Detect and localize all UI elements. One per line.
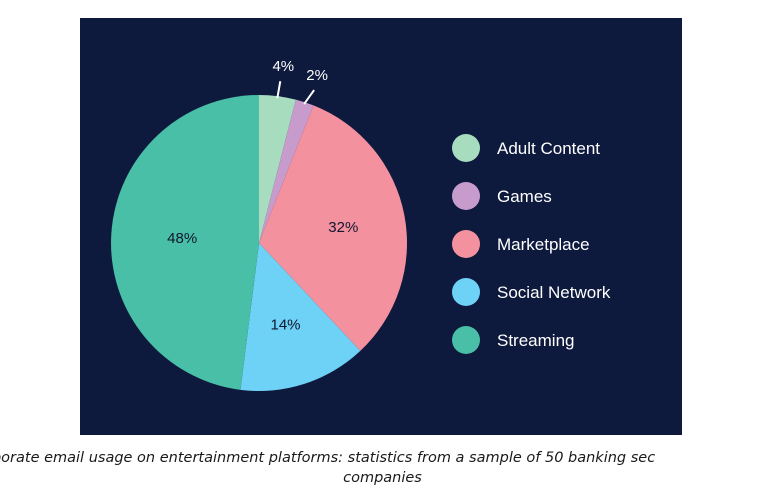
legend-swatch-streaming [452, 326, 480, 354]
leader-line-games [303, 89, 315, 105]
legend-item-marketplace: Marketplace [452, 230, 590, 258]
legend-swatch-marketplace [452, 230, 480, 258]
legend-label-streaming: Streaming [497, 331, 574, 350]
data-label-adult-content: 4% [272, 58, 294, 75]
slices-layer [111, 95, 408, 391]
chart-panel: 4% 2% 32% 14% 48% Adult Content Games Marketpl… [80, 18, 682, 435]
data-label-streaming: 48% [167, 230, 197, 247]
legend-swatch-games [452, 182, 480, 210]
pie-slice-adult-content [259, 95, 296, 243]
pie-chart: 4% 2% 32% 14% 48% Adult Content Games Marketpl… [111, 58, 611, 391]
legend-swatch-adult-content [452, 134, 480, 162]
legend-item-streaming: Streaming [452, 326, 574, 354]
data-label-games: 2% [306, 67, 328, 84]
pie-slice-games [259, 99, 314, 244]
data-label-social-network: 14% [270, 317, 300, 334]
legend-swatch-social-network [452, 278, 480, 306]
pie-slice-social-network [240, 243, 361, 391]
caption-line-1: rporate email usage on entertainment pla… [0, 450, 656, 466]
leader-lines-layer [276, 81, 315, 105]
leader-line-adult-content [276, 81, 282, 99]
legend-item-social-network: Social Network [452, 278, 611, 306]
pie-slice-streaming [111, 95, 259, 390]
legend-item-games: Games [452, 182, 552, 210]
data-labels-layer: 4% 2% 32% 14% 48% [167, 58, 358, 333]
pie-slice-marketplace [259, 105, 408, 351]
legend-item-adult-content: Adult Content [452, 134, 600, 162]
legend-label-social-network: Social Network [497, 283, 611, 302]
figure-caption: rporate email usage on entertainment pla… [0, 450, 765, 494]
legend: Adult Content Games Marketplace Social Netw… [452, 134, 611, 354]
data-label-marketplace: 32% [328, 219, 358, 236]
legend-label-games: Games [497, 187, 552, 206]
legend-label-adult-content: Adult Content [497, 139, 600, 158]
caption-line-2: companies [343, 470, 422, 486]
legend-label-marketplace: Marketplace [497, 235, 590, 254]
